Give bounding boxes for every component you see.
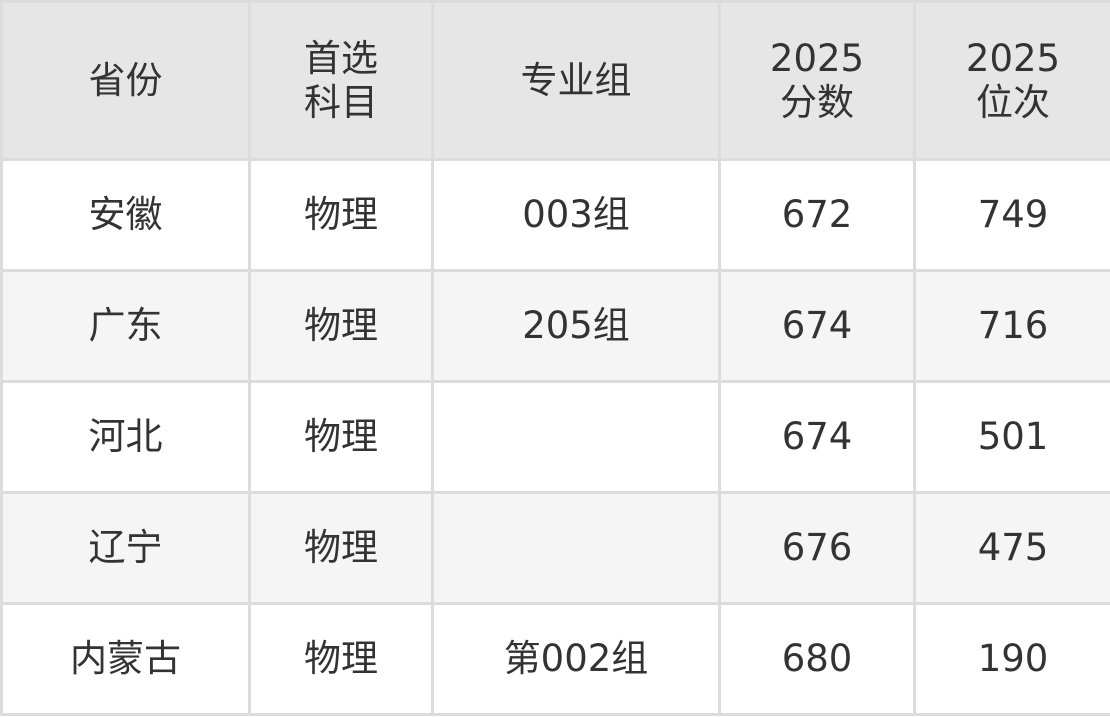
header-line1: 2025 xyxy=(769,36,865,80)
cell-subject: 物理 xyxy=(248,269,434,383)
cell-province: 安徽 xyxy=(0,158,251,272)
cell-rank-2025: 716 xyxy=(913,269,1110,383)
header-line2: 位次 xyxy=(976,80,1050,124)
header-line2: 科目 xyxy=(304,80,378,124)
cell-major-group: 205组 xyxy=(431,269,721,383)
cell-subject: 物理 xyxy=(248,602,434,716)
table-row: 广东 物理 205组 674 716 xyxy=(0,269,1110,383)
cell-rank-2025: 475 xyxy=(913,491,1110,605)
header-line2: 分数 xyxy=(780,80,854,124)
cell-major-group xyxy=(431,380,721,494)
header-score-2025: 2025 分数 xyxy=(718,0,916,161)
cell-subject: 物理 xyxy=(248,491,434,605)
cell-subject: 物理 xyxy=(248,158,434,272)
header-subject: 首选 科目 xyxy=(248,0,434,161)
cell-subject: 物理 xyxy=(248,380,434,494)
header-line1: 首选 xyxy=(304,36,378,80)
table-row: 安徽 物理 003组 672 749 xyxy=(0,158,1110,272)
header-province: 省份 xyxy=(0,0,251,161)
header-rank-2025: 2025 位次 xyxy=(913,0,1110,161)
cell-province: 河北 xyxy=(0,380,251,494)
cell-score-2025: 676 xyxy=(718,491,916,605)
cell-score-2025: 674 xyxy=(718,269,916,383)
cell-rank-2025: 749 xyxy=(913,158,1110,272)
cell-major-group: 第002组 xyxy=(431,602,721,716)
cell-rank-2025: 501 xyxy=(913,380,1110,494)
header-line1: 专业组 xyxy=(520,58,632,102)
table-row: 内蒙古 物理 第002组 680 190 xyxy=(0,602,1110,716)
cell-score-2025: 680 xyxy=(718,602,916,716)
cell-province: 内蒙古 xyxy=(0,602,251,716)
cell-major-group: 003组 xyxy=(431,158,721,272)
header-major-group: 专业组 xyxy=(431,0,721,161)
cell-major-group xyxy=(431,491,721,605)
header-row: 省份 首选 科目 专业组 2025 分数 2025 位次 xyxy=(0,0,1110,161)
table-row: 辽宁 物理 676 475 xyxy=(0,491,1110,605)
table-row: 河北 物理 674 501 xyxy=(0,380,1110,494)
cell-score-2025: 674 xyxy=(718,380,916,494)
cell-score-2025: 672 xyxy=(718,158,916,272)
header-line1: 省份 xyxy=(88,58,163,102)
cell-province: 广东 xyxy=(0,269,251,383)
cell-rank-2025: 190 xyxy=(913,602,1110,716)
header-line1: 2025 xyxy=(965,36,1061,80)
cell-province: 辽宁 xyxy=(0,491,251,605)
